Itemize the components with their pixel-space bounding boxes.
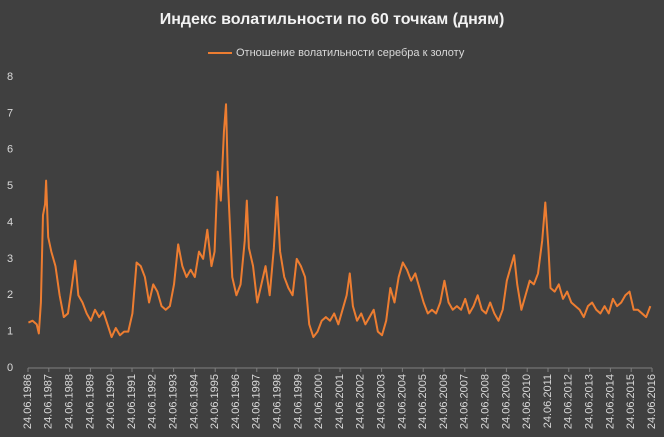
x-tick-label: 24.06.1995 bbox=[209, 374, 221, 429]
y-tick-label: 2 bbox=[7, 289, 13, 301]
x-tick-label: 24.06.1998 bbox=[272, 374, 284, 429]
x-tick-label: 24.06.2010 bbox=[521, 374, 533, 429]
x-tick-label: 24.06.2003 bbox=[376, 374, 388, 429]
x-tick-label: 24.06.2012 bbox=[563, 374, 575, 429]
x-tick-label: 24.06.1990 bbox=[105, 374, 117, 429]
x-tick-label: 24.06.1999 bbox=[292, 374, 304, 429]
x-tick-label: 24.06.2004 bbox=[396, 374, 408, 429]
x-tick-label: 24.06.1994 bbox=[188, 374, 200, 429]
x-tick-label: 24.06.1997 bbox=[251, 374, 263, 429]
x-tick-label: 24.06.2006 bbox=[438, 374, 450, 429]
y-tick-label: 1 bbox=[7, 326, 13, 338]
y-tick-label: 4 bbox=[7, 216, 13, 228]
y-tick-label: 6 bbox=[7, 144, 13, 156]
y-tick-label: 5 bbox=[7, 180, 13, 192]
x-tick-label: 24.06.2014 bbox=[604, 374, 616, 429]
x-tick-label: 24.06.1989 bbox=[84, 374, 96, 429]
x-tick-label: 24.06.2011 bbox=[542, 374, 554, 428]
x-tick-label: 24.06.2000 bbox=[313, 374, 325, 429]
x-tick-label: 24.06.1996 bbox=[230, 374, 242, 429]
x-tick-label: 24.06.1988 bbox=[64, 374, 76, 429]
y-tick-label: 0 bbox=[7, 362, 13, 374]
x-tick-label: 24.06.2007 bbox=[459, 374, 471, 429]
x-tick-label: 24.06.1991 bbox=[126, 374, 138, 429]
line-series bbox=[28, 103, 652, 339]
x-tick-label: 24.06.1993 bbox=[168, 374, 180, 429]
x-tick-label: 24.06.2005 bbox=[417, 374, 429, 429]
x-tick-label: 24.06.2008 bbox=[480, 374, 492, 429]
x-tick-label: 24.06.2013 bbox=[584, 374, 596, 429]
chart-title: Индекс волатильности по 60 точкам (дням) bbox=[160, 11, 505, 28]
x-tick-label: 24.06.2016 bbox=[646, 374, 658, 429]
y-tick-label: 7 bbox=[7, 107, 13, 119]
y-tick-label: 3 bbox=[7, 253, 13, 265]
y-tick-label: 8 bbox=[7, 71, 13, 83]
x-tick-label: 24.06.1987 bbox=[43, 374, 55, 429]
legend-label: Отношение волатильности серебра к золоту bbox=[236, 47, 465, 59]
x-tick-label: 24.06.2001 bbox=[334, 374, 346, 429]
x-tick-label: 24.06.1986 bbox=[22, 374, 34, 429]
x-tick-label: 24.06.2009 bbox=[500, 374, 512, 429]
x-tick-label: 24.06.2002 bbox=[355, 374, 367, 429]
x-tick-label: 24.06.1992 bbox=[147, 374, 159, 429]
x-tick-label: 24.06.2015 bbox=[625, 374, 637, 429]
